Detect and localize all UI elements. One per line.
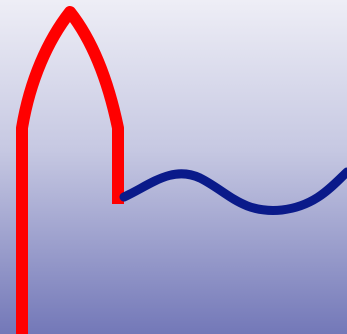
red-arch-shape — [16, 6, 124, 334]
navy-wave-curve — [119, 167, 347, 215]
